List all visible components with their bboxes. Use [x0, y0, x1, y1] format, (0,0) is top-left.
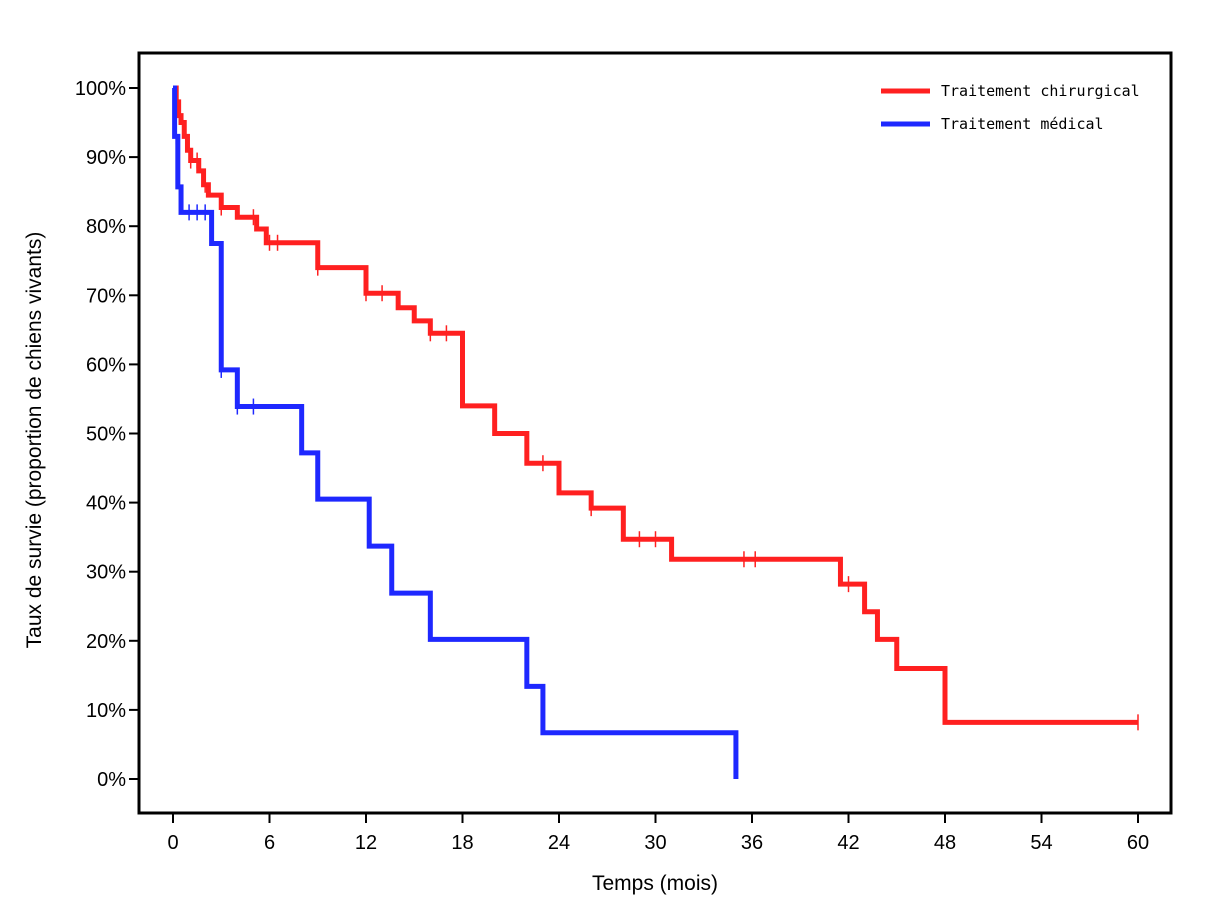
y-axis-title: Taux de survie (proportion de chiens viv…: [23, 232, 46, 649]
x-tick-label: 30: [644, 832, 666, 854]
y-tick-label: 20%: [86, 631, 126, 653]
x-tick-label: 54: [1030, 832, 1052, 854]
y-tick-label: 10%: [86, 700, 126, 722]
y-tick-label: 40%: [86, 493, 126, 515]
x-axis-title: Temps (mois): [592, 872, 718, 895]
legend-label: Traitement médical: [941, 115, 1104, 133]
y-axis: 0% 10% 20% 30% 40% 50% 60% 70% 80% 90% 100%: [75, 78, 139, 791]
series-surgical: [173, 85, 1139, 731]
y-tick-label: 70%: [86, 285, 126, 307]
x-tick-label: 24: [548, 832, 570, 854]
y-tick-label: 100%: [75, 78, 126, 100]
y-tick-label: 60%: [86, 354, 126, 376]
series-medical: [172, 85, 739, 779]
y-tick-label: 80%: [86, 216, 126, 238]
x-tick-label: 18: [451, 832, 473, 854]
y-tick-label: 30%: [86, 562, 126, 584]
x-tick-label: 0: [167, 832, 178, 854]
series-layer: [172, 85, 1139, 779]
y-tick-label: 90%: [86, 147, 126, 169]
x-tick-label: 42: [837, 832, 859, 854]
x-tick-label: 36: [741, 832, 763, 854]
y-tick-label: 50%: [86, 424, 126, 446]
x-tick-label: 48: [934, 832, 956, 854]
y-tick-label: 0%: [97, 769, 126, 791]
legend-label: Traitement chirurgical: [941, 82, 1140, 100]
series-line: [172, 85, 739, 779]
legend: Traitement chirurgical Traitement médical: [881, 82, 1140, 133]
x-tick-label: 6: [264, 832, 275, 854]
x-axis: 0 6 12 18 24 30 36 42 48 54 60: [167, 813, 1149, 854]
x-tick-label: 12: [355, 832, 377, 854]
x-tick-label: 60: [1127, 832, 1149, 854]
